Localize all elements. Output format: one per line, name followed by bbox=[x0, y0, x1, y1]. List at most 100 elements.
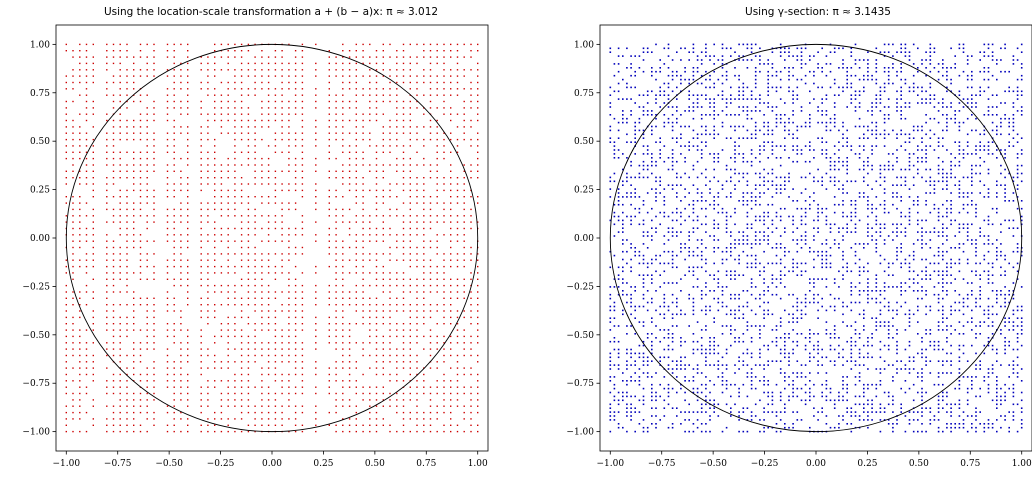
data-point bbox=[112, 310, 115, 312]
data-point bbox=[234, 183, 236, 185]
data-point bbox=[139, 342, 142, 344]
data-point bbox=[153, 278, 155, 280]
data-point bbox=[369, 259, 371, 261]
data-point bbox=[450, 323, 452, 325]
data-point bbox=[725, 380, 728, 382]
x-axis-ticks: −1.00 −0.75 −0.50 −0.25 0.00 0.25 0.50 0.75 1.00 bbox=[52, 451, 488, 469]
data-point bbox=[65, 297, 67, 299]
data-point bbox=[348, 329, 351, 331]
data-point bbox=[700, 391, 703, 394]
data-point bbox=[294, 234, 297, 236]
data-point bbox=[429, 335, 432, 338]
data-point bbox=[267, 119, 270, 122]
data-point bbox=[463, 284, 465, 287]
data-point bbox=[207, 316, 209, 319]
data-point bbox=[261, 100, 263, 103]
data-point bbox=[754, 82, 757, 85]
data-point bbox=[450, 56, 452, 58]
data-point bbox=[634, 372, 636, 374]
data-point bbox=[281, 411, 283, 414]
data-point bbox=[680, 176, 682, 179]
data-point bbox=[817, 67, 819, 69]
data-point bbox=[355, 164, 357, 166]
data-point bbox=[470, 367, 472, 369]
data-point bbox=[267, 392, 270, 395]
data-point bbox=[700, 149, 703, 151]
data-point bbox=[85, 43, 88, 46]
data-point bbox=[240, 100, 243, 103]
data-point bbox=[106, 310, 108, 312]
data-point bbox=[709, 305, 711, 308]
data-point bbox=[362, 253, 364, 255]
data-point bbox=[240, 253, 243, 255]
data-point bbox=[416, 215, 418, 217]
data-point bbox=[696, 133, 699, 136]
data-point bbox=[696, 247, 699, 249]
data-point bbox=[166, 272, 169, 274]
data-point bbox=[734, 383, 736, 386]
data-point bbox=[294, 69, 297, 71]
data-point bbox=[734, 309, 736, 312]
data-point bbox=[335, 405, 337, 407]
data-point bbox=[738, 340, 740, 343]
data-point bbox=[369, 399, 371, 401]
data-point bbox=[792, 262, 794, 265]
data-point bbox=[416, 411, 418, 414]
data-point bbox=[651, 90, 653, 93]
data-point bbox=[642, 133, 645, 136]
data-point bbox=[792, 231, 794, 233]
data-point bbox=[450, 284, 452, 287]
data-point bbox=[173, 56, 175, 58]
data-point bbox=[663, 262, 666, 265]
data-point bbox=[254, 354, 256, 357]
data-point bbox=[153, 202, 155, 204]
data-point bbox=[796, 317, 799, 319]
data-point bbox=[642, 51, 645, 53]
data-point bbox=[362, 316, 364, 319]
data-point bbox=[734, 211, 736, 214]
data-point bbox=[700, 309, 703, 312]
data-point bbox=[240, 81, 243, 84]
data-point bbox=[153, 323, 155, 325]
data-point bbox=[335, 221, 337, 223]
data-point bbox=[692, 231, 695, 233]
data-point bbox=[796, 305, 799, 308]
data-point bbox=[676, 172, 678, 175]
data-point bbox=[187, 373, 189, 376]
data-point bbox=[680, 90, 682, 93]
data-point bbox=[348, 272, 351, 274]
data-point bbox=[700, 348, 703, 351]
data-point bbox=[409, 189, 411, 192]
data-point bbox=[705, 387, 707, 390]
data-point bbox=[651, 383, 653, 386]
data-point bbox=[771, 133, 774, 136]
data-point bbox=[667, 368, 670, 370]
data-point bbox=[613, 74, 616, 77]
data-point bbox=[416, 75, 418, 77]
data-point bbox=[709, 59, 711, 61]
data-point bbox=[713, 82, 715, 85]
data-point bbox=[642, 387, 645, 390]
data-point bbox=[784, 274, 786, 276]
data-point bbox=[630, 114, 632, 116]
data-point bbox=[630, 411, 632, 413]
data-point bbox=[85, 253, 88, 255]
data-point bbox=[436, 157, 438, 160]
data-point bbox=[355, 392, 357, 395]
data-point bbox=[630, 325, 632, 327]
data-point bbox=[281, 138, 283, 141]
data-point bbox=[146, 259, 148, 261]
data-point bbox=[348, 418, 351, 420]
data-point bbox=[763, 141, 765, 143]
data-point bbox=[375, 430, 378, 433]
data-point bbox=[423, 380, 425, 382]
data-point bbox=[680, 247, 682, 249]
data-point bbox=[792, 160, 794, 163]
data-point bbox=[796, 86, 799, 89]
data-point bbox=[800, 110, 803, 112]
data-point bbox=[294, 329, 297, 331]
data-point bbox=[463, 202, 465, 204]
data-point bbox=[402, 342, 405, 344]
data-point bbox=[328, 386, 330, 388]
data-point bbox=[396, 215, 398, 217]
